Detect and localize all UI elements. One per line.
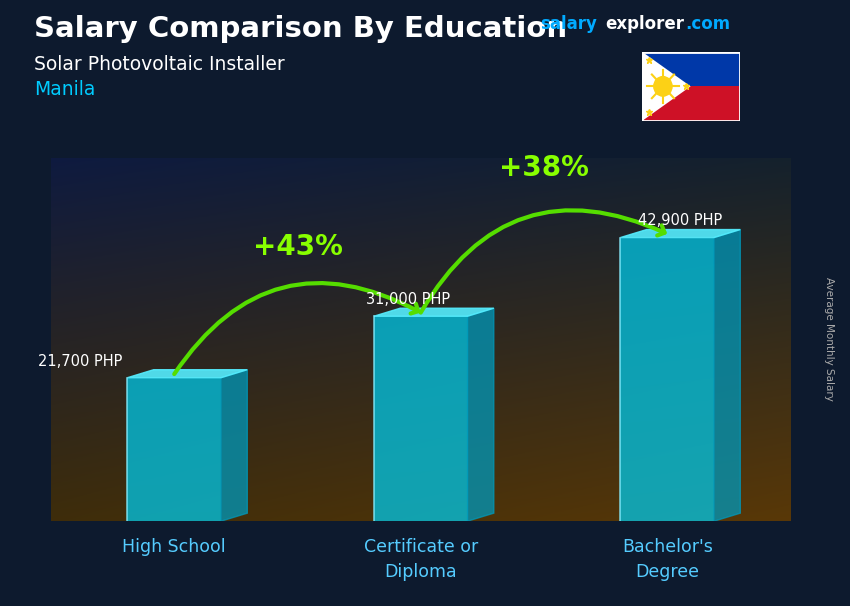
Text: Salary Comparison By Education: Salary Comparison By Education — [34, 15, 567, 43]
Text: 42,900 PHP: 42,900 PHP — [638, 213, 722, 228]
Polygon shape — [374, 308, 494, 316]
Text: 31,000 PHP: 31,000 PHP — [366, 292, 451, 307]
Polygon shape — [714, 230, 740, 521]
Text: Solar Photovoltaic Installer: Solar Photovoltaic Installer — [34, 55, 285, 73]
Bar — [620, 238, 714, 521]
Bar — [642, 87, 740, 121]
Text: Average Monthly Salary: Average Monthly Salary — [824, 278, 834, 401]
Bar — [128, 378, 221, 521]
Text: salary: salary — [540, 15, 597, 33]
Polygon shape — [642, 52, 690, 121]
Polygon shape — [128, 370, 247, 378]
Text: +38%: +38% — [499, 155, 589, 182]
Polygon shape — [221, 370, 247, 521]
Text: 21,700 PHP: 21,700 PHP — [38, 354, 122, 368]
Text: explorer: explorer — [605, 15, 684, 33]
Text: +43%: +43% — [252, 233, 343, 261]
Text: Manila: Manila — [34, 80, 95, 99]
Circle shape — [654, 76, 672, 96]
Polygon shape — [468, 308, 494, 521]
Polygon shape — [620, 230, 740, 238]
Text: .com: .com — [685, 15, 730, 33]
Bar — [642, 52, 740, 87]
Bar — [374, 316, 468, 521]
